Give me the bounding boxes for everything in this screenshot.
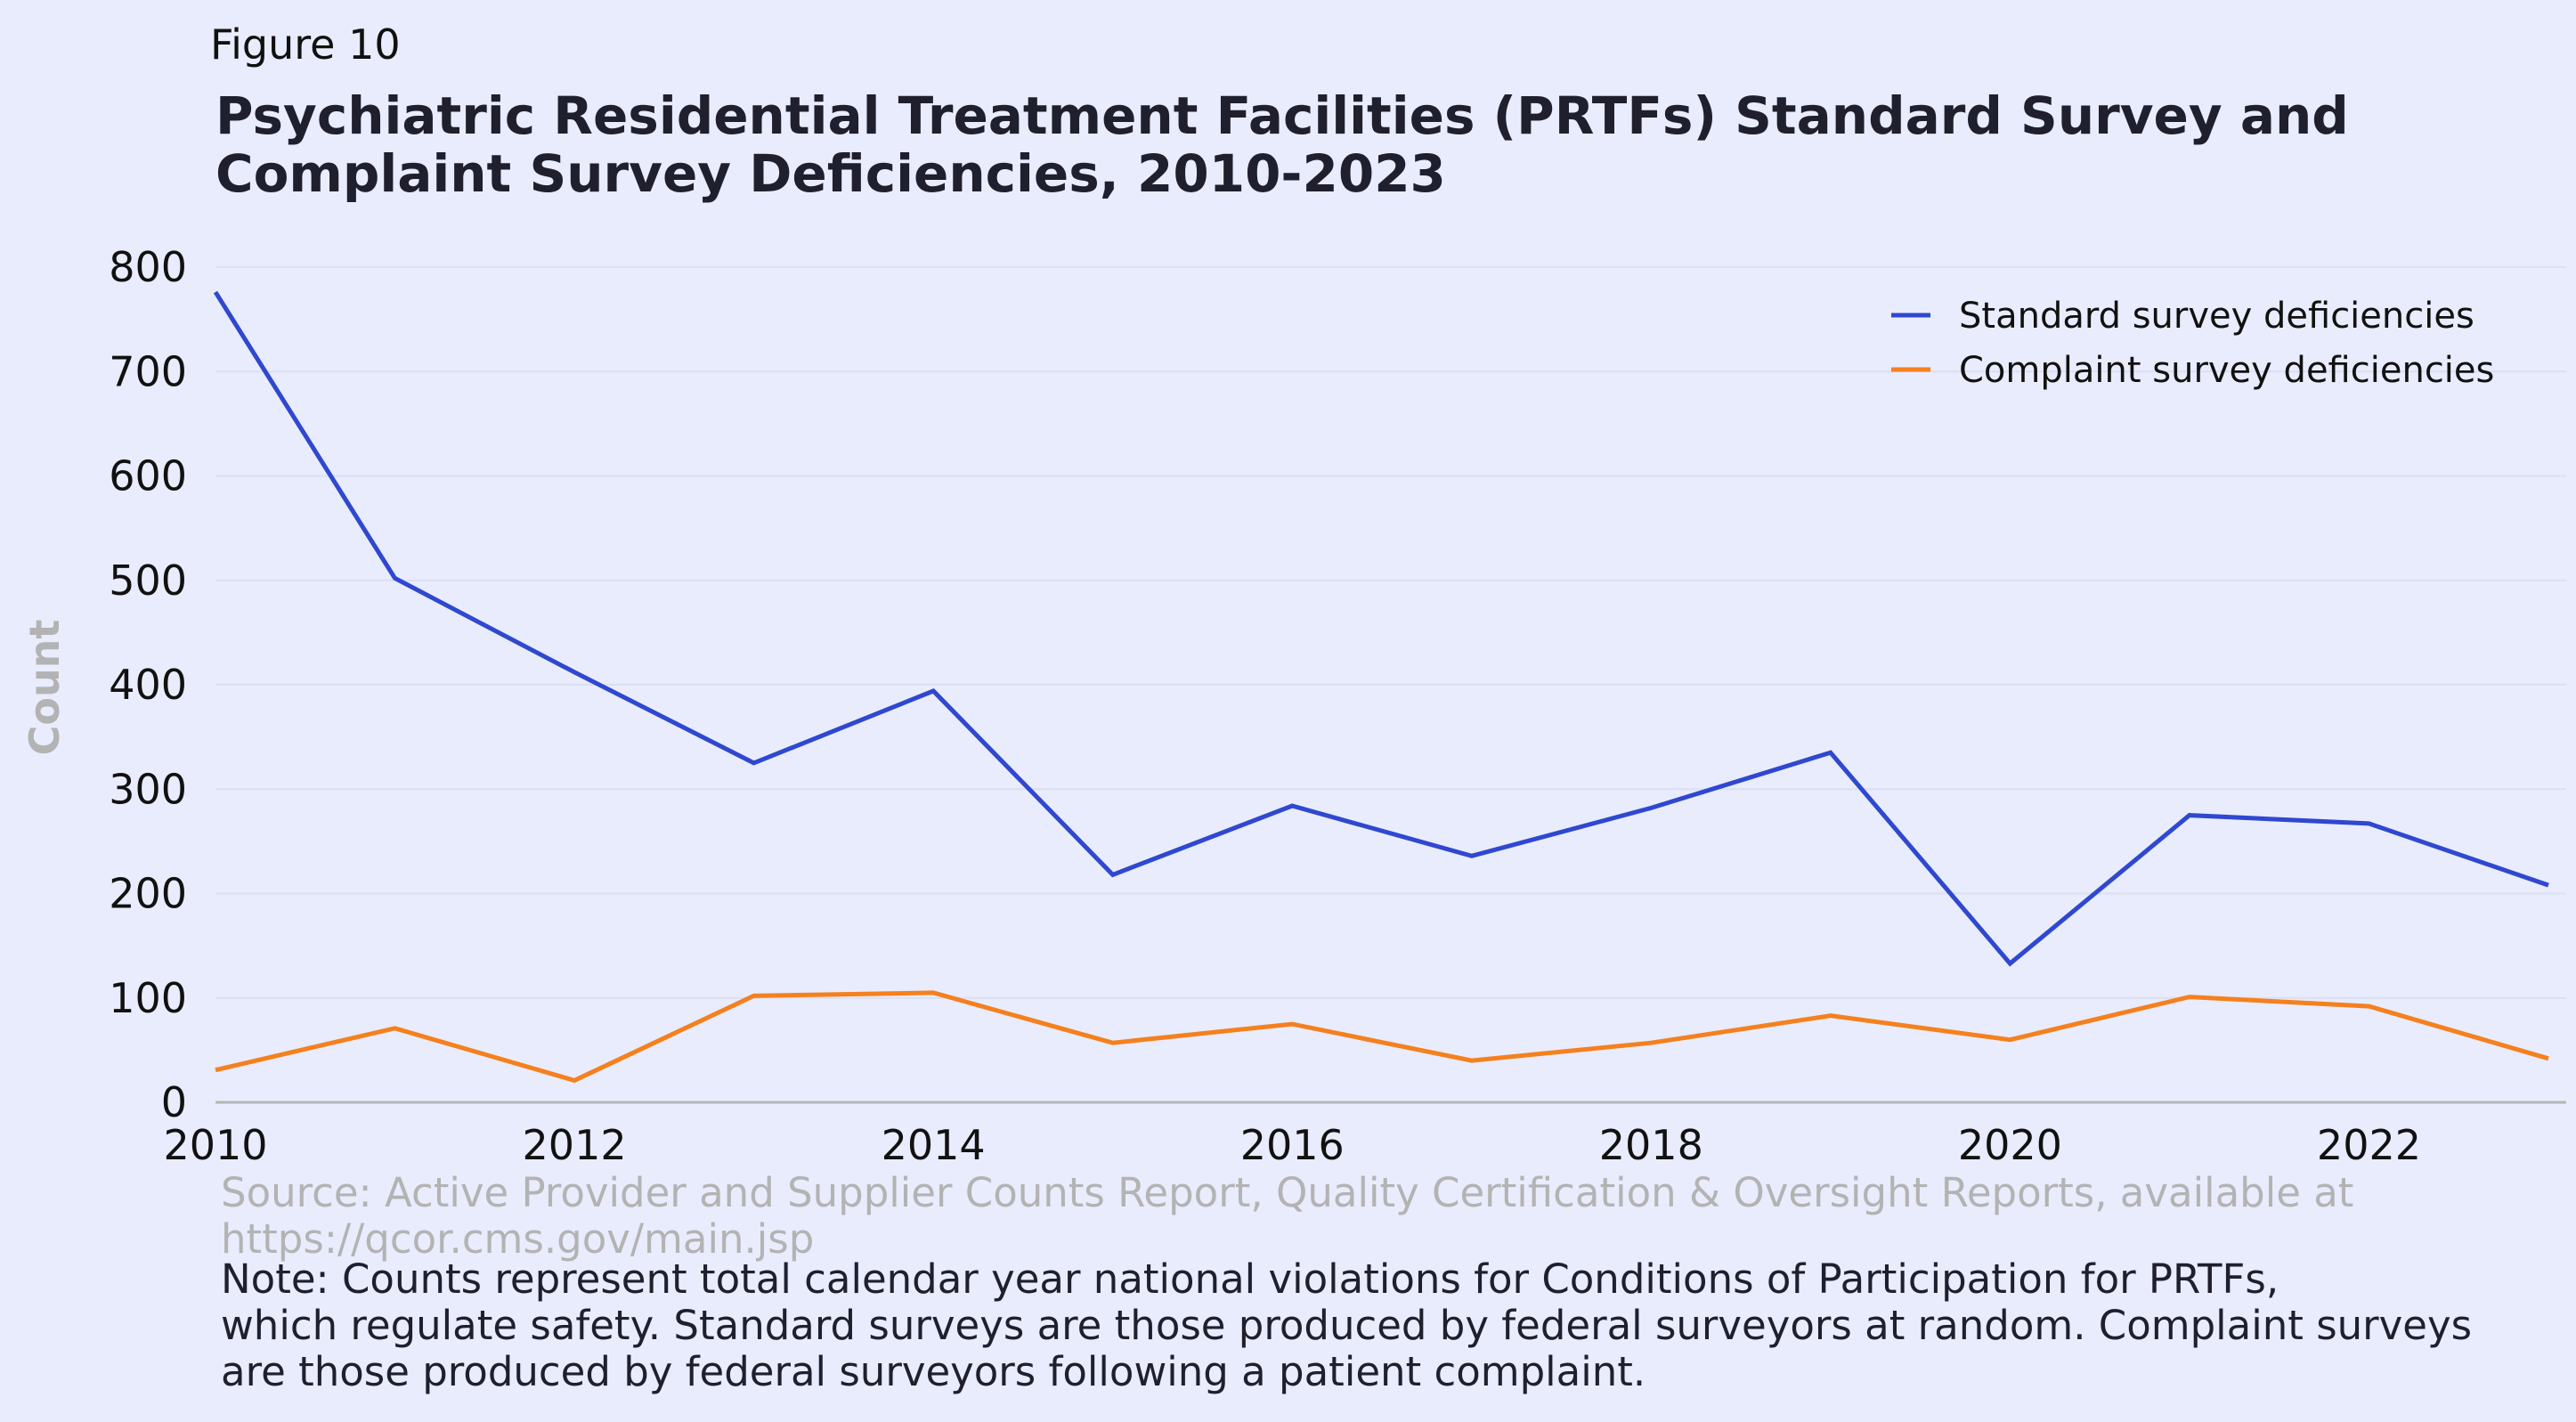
- x-tick-label: 2016: [1240, 1121, 1345, 1169]
- x-tick-label: 2012: [523, 1121, 627, 1169]
- grid-lines: [215, 266, 2566, 999]
- chart-title-line-2: Complaint Survey Deficiencies, 2010-2023: [215, 143, 1446, 204]
- y-tick-label: 400: [109, 661, 187, 709]
- series-line-standard: [213, 290, 2549, 967]
- y-tick-label: 600: [109, 452, 187, 500]
- x-tick-label: 2014: [882, 1121, 986, 1169]
- y-tick-label: 300: [109, 765, 187, 813]
- source-line-1: Source: Active Provider and Supplier Cou…: [221, 1169, 2353, 1216]
- legend-label: Standard survey deficiencies: [1959, 296, 2474, 337]
- source-line-2: https://qcor.cms.gov/main.jsp: [221, 1215, 814, 1263]
- x-tick-label: 2018: [1599, 1121, 1703, 1169]
- y-tick-label: 700: [109, 347, 187, 395]
- legend: Standard survey deficiencies Complaint su…: [1891, 296, 2494, 391]
- y-tick-labels: 0 100 200 300 400 500 600 700 800: [109, 243, 187, 1126]
- note-line-3: are those produced by federal surveyors …: [221, 1348, 1646, 1395]
- y-tick-label: 800: [109, 243, 187, 291]
- x-tick-label: 2020: [1958, 1121, 2062, 1169]
- y-tick-label: 200: [109, 870, 187, 918]
- note-line-1: Note: Counts represent total calendar ye…: [221, 1255, 2279, 1303]
- y-tick-label: 500: [109, 557, 187, 605]
- chart-title-line-1: Psychiatric Residential Treatment Facili…: [215, 85, 2349, 146]
- x-tick-labels: 2010 2012 2014 2016 2018 2020 2022: [163, 1121, 2421, 1169]
- figure-label: Figure 10: [210, 20, 401, 69]
- series-lines: [213, 290, 2549, 1084]
- x-tick-label: 2022: [2317, 1121, 2421, 1169]
- y-axis-label: Count: [20, 620, 69, 756]
- series-line-complaint: [215, 990, 2549, 1084]
- legend-label: Complaint survey deficiencies: [1959, 350, 2494, 391]
- note-line-2: which regulate safety. Standard surveys …: [221, 1302, 2472, 1349]
- y-tick-label: 100: [109, 974, 187, 1022]
- y-tick-label: 0: [161, 1078, 187, 1126]
- x-tick-label: 2010: [163, 1121, 267, 1169]
